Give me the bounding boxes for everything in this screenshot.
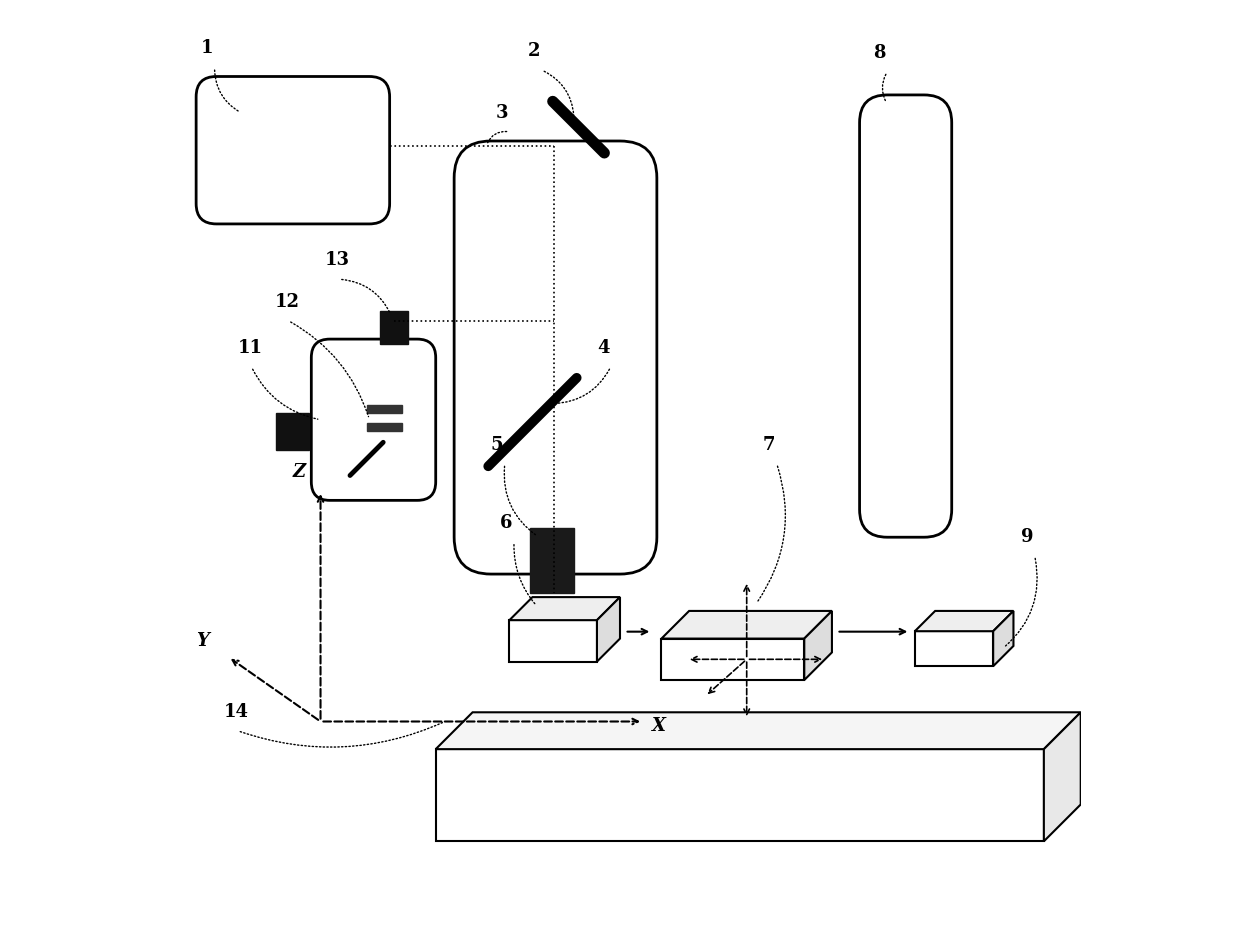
Text: 9: 9 bbox=[1021, 527, 1033, 546]
Text: 1: 1 bbox=[201, 40, 213, 57]
Polygon shape bbox=[596, 597, 620, 662]
Text: 12: 12 bbox=[274, 293, 299, 311]
Polygon shape bbox=[661, 611, 832, 639]
FancyBboxPatch shape bbox=[311, 339, 435, 501]
Polygon shape bbox=[993, 611, 1013, 667]
Text: Y: Y bbox=[196, 632, 210, 650]
Polygon shape bbox=[805, 611, 832, 680]
Text: Z: Z bbox=[293, 464, 306, 481]
Text: 13: 13 bbox=[325, 251, 350, 270]
Bar bbox=[510, 620, 596, 662]
Text: 7: 7 bbox=[763, 436, 775, 453]
Text: 6: 6 bbox=[500, 514, 512, 532]
Text: 3: 3 bbox=[496, 104, 508, 122]
Polygon shape bbox=[915, 611, 1013, 631]
FancyBboxPatch shape bbox=[859, 95, 952, 538]
Text: 8: 8 bbox=[873, 44, 885, 62]
Bar bbox=[277, 413, 309, 450]
Bar bbox=[367, 404, 402, 413]
Bar bbox=[367, 423, 402, 431]
Text: 14: 14 bbox=[223, 703, 249, 721]
Bar bbox=[381, 311, 408, 344]
Text: 11: 11 bbox=[238, 339, 263, 357]
Text: 2: 2 bbox=[528, 43, 541, 60]
Text: 4: 4 bbox=[596, 339, 610, 357]
Bar bbox=[529, 528, 574, 592]
Bar bbox=[435, 749, 1044, 842]
Text: 5: 5 bbox=[491, 436, 503, 453]
Polygon shape bbox=[510, 597, 620, 620]
Polygon shape bbox=[435, 712, 1081, 749]
FancyBboxPatch shape bbox=[196, 77, 389, 224]
Polygon shape bbox=[1044, 712, 1081, 842]
Text: X: X bbox=[652, 717, 666, 735]
FancyBboxPatch shape bbox=[454, 141, 657, 574]
Bar bbox=[915, 631, 993, 667]
Bar bbox=[661, 639, 805, 680]
